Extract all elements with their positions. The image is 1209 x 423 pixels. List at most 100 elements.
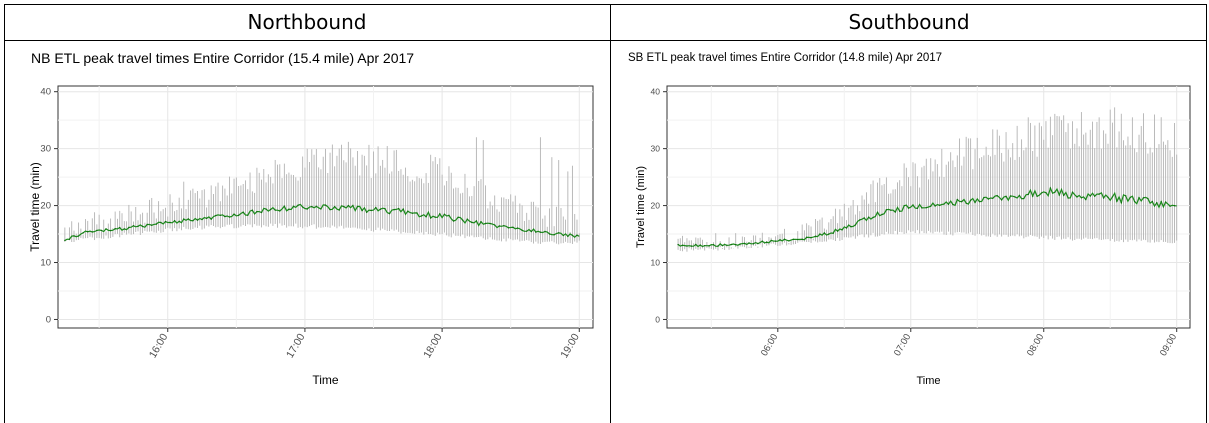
data-point — [867, 216, 870, 218]
data-point — [448, 214, 450, 217]
data-point — [365, 211, 368, 213]
data-point — [475, 220, 478, 222]
data-point — [269, 208, 272, 211]
data-point — [996, 195, 998, 197]
data-point — [530, 230, 532, 233]
data-point — [489, 222, 491, 225]
data-point — [73, 235, 75, 237]
table-border-right — [1206, 4, 1207, 423]
data-point — [730, 243, 732, 246]
data-point — [416, 212, 418, 214]
data-point — [801, 238, 803, 240]
data-point — [169, 221, 171, 224]
data-point — [493, 224, 496, 226]
data-point — [956, 198, 959, 201]
data-point — [384, 207, 386, 210]
table-border-left — [4, 4, 5, 423]
data-point — [907, 207, 910, 209]
data-point — [247, 214, 249, 216]
data-point — [766, 241, 768, 243]
data-point — [978, 200, 981, 203]
data-point — [836, 230, 839, 232]
chart-title: NB ETL peak travel times Entire Corridor… — [31, 50, 415, 66]
x-tick-label: 18:00 — [421, 331, 445, 360]
northbound-header: Northbound — [247, 10, 367, 34]
data-point — [726, 244, 728, 247]
data-point — [938, 204, 941, 207]
x-tick-label: 19:00 — [558, 331, 582, 360]
data-point — [132, 225, 135, 227]
data-point — [274, 209, 276, 211]
data-point — [983, 196, 985, 199]
data-point — [876, 211, 879, 213]
data-point — [562, 234, 564, 237]
data-point — [155, 223, 158, 225]
data-point — [708, 245, 710, 247]
x-tick-label: 07:00 — [892, 332, 913, 358]
data-point — [1156, 202, 1158, 204]
data-point — [192, 220, 194, 222]
data-point — [965, 202, 967, 204]
table-border-top — [4, 4, 1207, 5]
data-point — [87, 231, 89, 233]
data-point — [1133, 200, 1136, 203]
data-point — [1116, 200, 1118, 202]
data-point — [301, 206, 304, 208]
y-tick-label: 20 — [651, 201, 661, 211]
data-point — [141, 225, 144, 228]
data-point — [402, 208, 404, 210]
data-point — [1120, 201, 1123, 204]
data-point — [832, 232, 834, 234]
data-point — [721, 244, 724, 247]
data-point — [521, 229, 523, 231]
data-point — [183, 218, 185, 220]
data-point — [1076, 196, 1078, 198]
data-point — [992, 197, 994, 199]
data-point — [210, 218, 212, 220]
data-point — [91, 231, 93, 233]
data-point — [484, 222, 487, 225]
data-point — [1067, 197, 1069, 199]
data-point — [1151, 200, 1154, 203]
data-point — [576, 234, 578, 236]
data-point — [1102, 197, 1105, 199]
data-point — [461, 219, 464, 221]
data-point — [872, 216, 874, 219]
data-point — [810, 237, 812, 239]
data-point — [743, 242, 746, 245]
data-point — [712, 244, 715, 246]
data-point — [1173, 205, 1176, 207]
data-point — [805, 236, 808, 238]
data-point — [1098, 193, 1100, 195]
data-point — [324, 204, 327, 206]
data-point — [535, 231, 537, 233]
data-point — [471, 221, 473, 224]
x-axis-label: Time — [312, 373, 339, 387]
data-point — [320, 208, 322, 210]
data-point — [890, 209, 892, 211]
data-point — [774, 240, 777, 242]
data-point — [219, 214, 222, 217]
data-point — [699, 244, 701, 246]
data-point — [947, 203, 950, 205]
data-point — [96, 229, 98, 232]
data-point — [352, 204, 354, 207]
median-line — [677, 186, 1177, 248]
data-point — [260, 211, 263, 214]
data-point — [1045, 192, 1047, 194]
data-point — [1071, 191, 1074, 193]
data-point — [375, 206, 377, 209]
data-point — [137, 225, 139, 227]
data-point — [151, 224, 153, 226]
data-point — [686, 245, 688, 247]
data-point — [881, 213, 883, 216]
data-point — [544, 230, 546, 233]
data-point — [466, 218, 468, 220]
y-tick-label: 20 — [40, 201, 51, 212]
table-column-divider — [610, 4, 611, 423]
data-point — [903, 205, 905, 207]
data-point — [690, 245, 693, 247]
data-point — [1107, 196, 1109, 199]
data-point — [1014, 196, 1016, 198]
data-point — [420, 215, 423, 217]
